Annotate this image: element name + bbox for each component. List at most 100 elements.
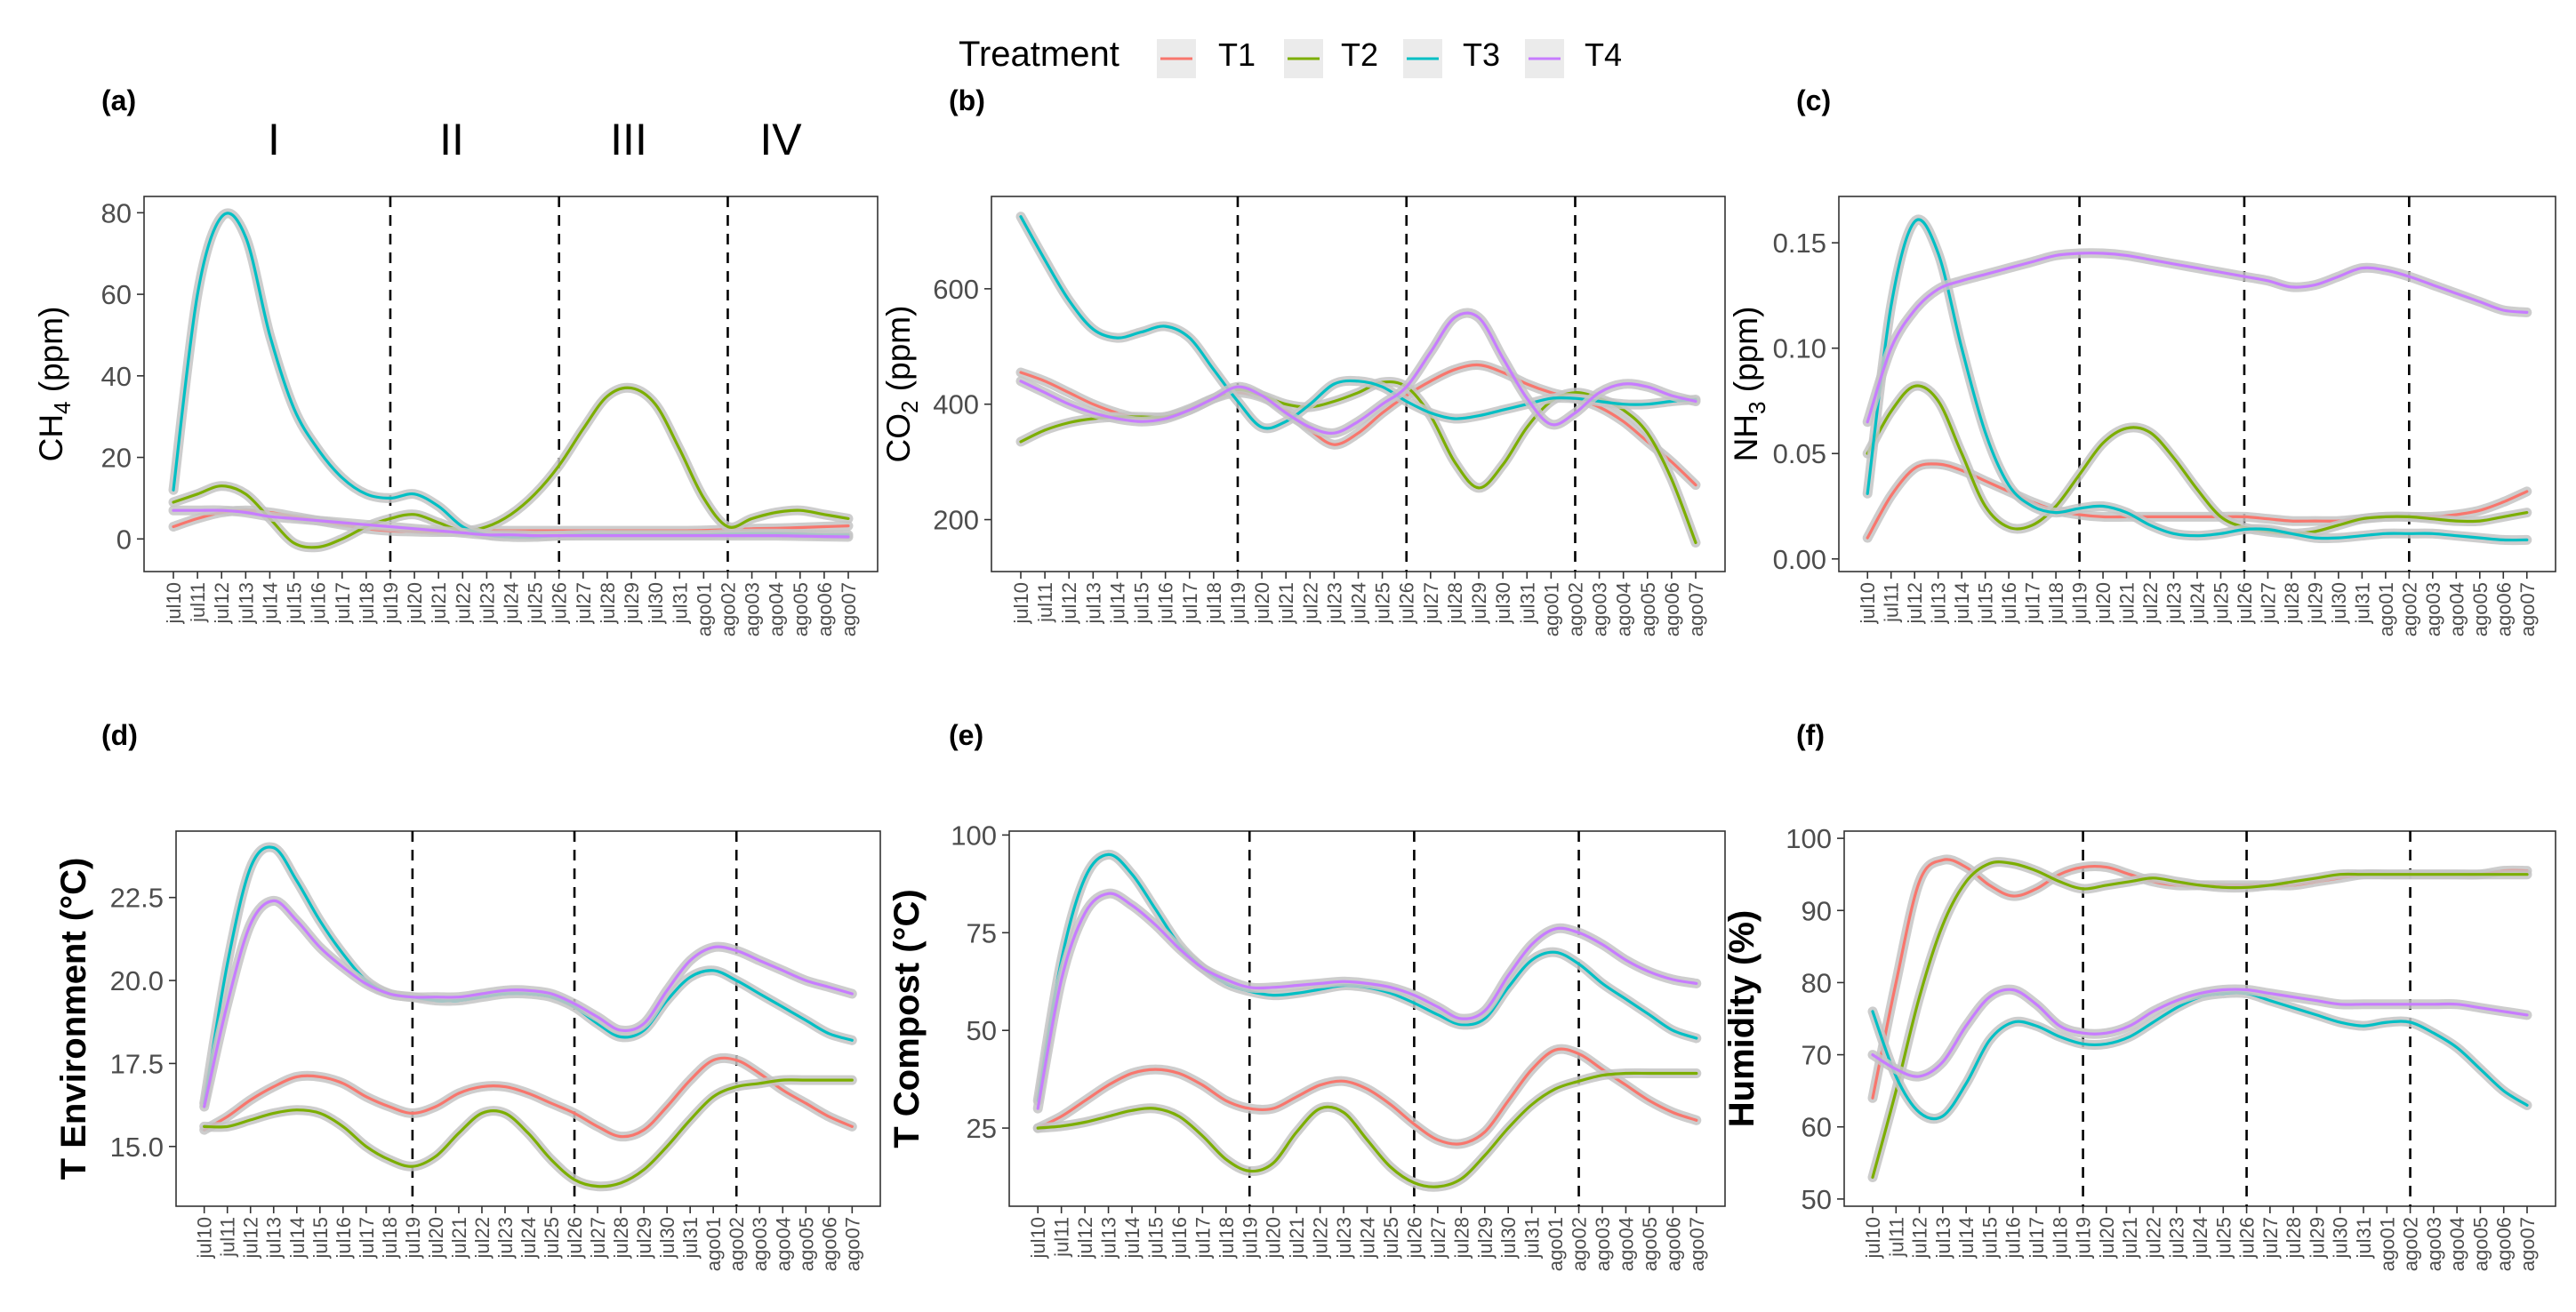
x-tick-label: jul17	[2026, 1217, 2048, 1259]
phase-label-i: I	[268, 115, 280, 164]
x-tick-label: jul23	[2166, 1217, 2188, 1259]
y-tick-label: 50	[967, 1015, 997, 1046]
x-tick-label: jul24	[1348, 582, 1370, 624]
x-tick-label: jul23	[476, 582, 498, 624]
x-tick-label: jul31	[679, 1217, 702, 1259]
x-tick-label: ago05	[2469, 1217, 2492, 1271]
x-tick-label: ago02	[1569, 1217, 1591, 1271]
x-tick-label: jul29	[2306, 1217, 2328, 1259]
x-tick-label: ago04	[766, 582, 788, 636]
x-tick-label: jul21	[428, 582, 450, 624]
x-tick-label: ago06	[2492, 582, 2515, 636]
y-tick-label: 80	[101, 197, 132, 228]
y-tick-label: 200	[933, 505, 979, 536]
x-tick-label: jul30	[656, 1217, 678, 1259]
y-tick-label: 80	[1802, 967, 1832, 998]
x-tick-label: jul30	[645, 582, 667, 624]
x-tick-label: jul10	[1862, 1217, 1884, 1259]
legend-label-t2: T2	[1341, 36, 1378, 73]
x-tick-label: jul20	[425, 1217, 447, 1259]
y-tick-label: 0.05	[1773, 438, 1826, 469]
x-tick-label: jul17	[1179, 582, 1201, 624]
x-tick-label: jul26	[1396, 582, 1418, 624]
x-tick-label: jul11	[217, 1217, 239, 1258]
x-tick-label: jul19	[2073, 1217, 2095, 1259]
x-tick-label: ago02	[2400, 1217, 2422, 1271]
x-tick-label: jul15	[284, 582, 306, 624]
x-tick-label: jul20	[2092, 582, 2115, 624]
x-tick-label: ago04	[2445, 582, 2468, 636]
y-tick-label: 60	[101, 279, 132, 310]
x-tick-label: jul30	[1492, 582, 1514, 624]
y-tick-label: 0.00	[1773, 544, 1826, 575]
y-axis-title: T Compost (°C)	[887, 889, 927, 1148]
x-tick-label: jul31	[669, 582, 691, 624]
x-tick-label: jul20	[1263, 1217, 1285, 1259]
x-tick-label: jul24	[2187, 582, 2209, 624]
x-tick-label: jul16	[333, 1217, 355, 1259]
x-tick-label: jul12	[1074, 1217, 1096, 1259]
x-tick-label: jul11	[1034, 582, 1056, 623]
x-tick-label: jul15	[1978, 1217, 2001, 1259]
series-line-t3	[1019, 215, 1697, 430]
x-tick-label: jul17	[356, 1217, 378, 1259]
x-tick-label: jul18	[2049, 1217, 2071, 1259]
x-tick-label: ago04	[772, 1217, 794, 1271]
x-tick-label: jul26	[2234, 582, 2256, 624]
panel-tag-b: (b)	[949, 84, 985, 116]
x-tick-label: jul28	[1444, 582, 1466, 624]
phase-label-ii: II	[439, 115, 464, 164]
x-tick-label: ago03	[2422, 582, 2444, 636]
panel-tag-f: (f)	[1796, 719, 1825, 751]
x-tick-label: jul13	[1082, 582, 1104, 624]
x-tick-label: jul27	[587, 1217, 609, 1259]
x-tick-label: ago02	[1564, 582, 1586, 636]
y-tick-label: 75	[967, 917, 997, 948]
series-line-t4	[1019, 311, 1697, 435]
series-line-t4	[1036, 892, 1698, 1110]
x-tick-label: jul19	[380, 582, 402, 624]
legend-key-t4: T4	[1525, 36, 1622, 78]
x-tick-label: ago07	[2516, 582, 2539, 636]
y-tick-label: 25	[967, 1113, 997, 1144]
x-tick-label: jul25	[2212, 1217, 2235, 1259]
x-tick-label: jul19	[402, 1217, 424, 1259]
x-tick-label: jul27	[573, 582, 595, 624]
phase-label-iii: III	[610, 115, 647, 164]
x-tick-label: ago02	[726, 1217, 748, 1271]
x-tick-label: jul24	[501, 582, 523, 624]
x-tick-label: jul12	[211, 582, 233, 624]
x-tick-label: ago07	[2516, 1217, 2539, 1271]
x-tick-label: jul17	[332, 582, 354, 624]
x-tick-label: jul16	[308, 582, 330, 624]
x-tick-label: jul27	[2257, 582, 2279, 624]
panel-tag-a: (a)	[101, 84, 136, 116]
x-tick-label: ago06	[818, 1217, 840, 1271]
y-tick-label: 400	[933, 389, 979, 420]
y-tick-label: 0.15	[1773, 228, 1826, 259]
x-tick-label: jul27	[1427, 1217, 1449, 1259]
x-tick-label: jul18	[379, 1217, 401, 1259]
series-line-t2	[203, 1078, 854, 1188]
y-tick-label: 70	[1802, 1040, 1832, 1071]
plot-frame	[1838, 196, 2556, 572]
x-tick-label: jul11	[1051, 1217, 1073, 1258]
x-tick-label: jul28	[610, 1217, 632, 1259]
x-tick-label: ago07	[1685, 582, 1707, 636]
x-tick-label: ago01	[693, 582, 715, 636]
x-tick-label: ago06	[1662, 1217, 1684, 1271]
x-tick-label: jul30	[2330, 1217, 2352, 1259]
y-axis-title: Humidity (%)	[1722, 910, 1761, 1127]
x-tick-label: jul13	[1932, 1217, 1954, 1259]
legend-label-t1: T1	[1218, 36, 1256, 73]
x-tick-label: ago03	[1589, 582, 1611, 636]
x-tick-label: jul30	[1497, 1217, 1520, 1259]
x-tick-label: jul30	[2328, 582, 2350, 624]
x-tick-label: jul22	[1299, 582, 1321, 624]
x-tick-label: jul18	[1203, 582, 1225, 624]
x-tick-label: jul13	[1928, 582, 1950, 624]
x-tick-label: jul25	[1372, 582, 1394, 624]
series-line-t4	[1866, 252, 2529, 424]
legend-label-t4: T4	[1585, 36, 1622, 73]
